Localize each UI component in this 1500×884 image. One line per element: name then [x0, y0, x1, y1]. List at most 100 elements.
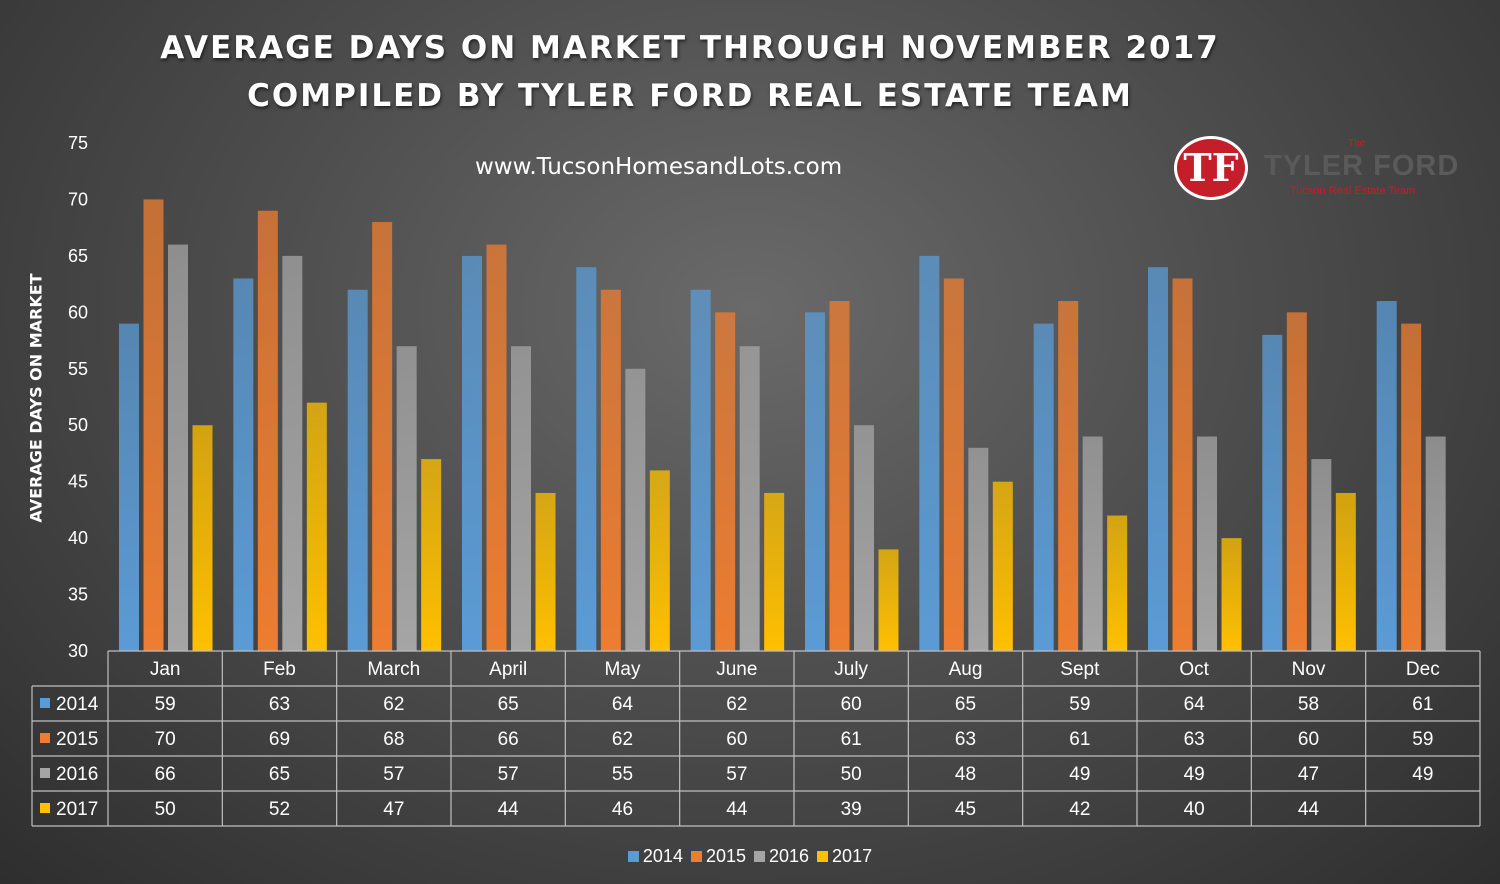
data-label: 60 [726, 729, 747, 750]
bar-2016-dec [1425, 436, 1446, 651]
data-label: 61 [1412, 694, 1433, 715]
data-label: 57 [383, 764, 404, 785]
data-label: 48 [955, 764, 976, 785]
bar-2014-june [690, 289, 711, 651]
data-label: 49 [1412, 764, 1433, 785]
bar-2015-may [600, 289, 621, 651]
category-label: Oct [1179, 659, 1209, 680]
category-label: Feb [263, 659, 296, 680]
data-label: 60 [841, 694, 862, 715]
data-label: 49 [1184, 764, 1205, 785]
bar-2014-jan [119, 323, 139, 651]
series-label-2017: 2017 [56, 799, 98, 820]
y-tick-label: 60 [68, 302, 88, 322]
legend-key-2016 [40, 768, 50, 778]
legend-key-2015 [40, 733, 50, 743]
data-label: 60 [1298, 729, 1319, 750]
legend-item-2015: 2015 [690, 846, 746, 867]
data-label: 61 [1069, 729, 1090, 750]
legend-item-2014: 2014 [627, 846, 683, 867]
bar-2015-oct [1172, 278, 1193, 651]
category-label: March [367, 659, 420, 680]
tyler-ford-logo: TF The TYLER FORD Tucson Real Estate Tea… [1172, 136, 1462, 202]
chart-title-line2: COMPILED BY TYLER FORD REAL ESTATE TEAM [247, 78, 1133, 114]
bar-2017-feb [306, 402, 327, 651]
bar-2014-aug [919, 255, 940, 651]
chart-title-line1: AVERAGE DAYS ON MARKET THROUGH NOVEMBER … [160, 30, 1220, 66]
bar-2017-nov [1335, 492, 1356, 651]
bar-2014-dec [1376, 301, 1397, 651]
bar-2016-oct [1197, 436, 1217, 651]
logo-small-text: The [1348, 138, 1366, 149]
data-label: 47 [1298, 764, 1319, 785]
category-label: Dec [1406, 659, 1440, 680]
chart-legend: 2014 2015 2016 2017 [0, 846, 1500, 867]
bar-2015-june [715, 312, 736, 651]
bar-2017-july [878, 549, 899, 651]
website-link[interactable]: www.TucsonHomesandLots.com [475, 154, 843, 180]
data-label: 65 [955, 694, 976, 715]
bar-2015-april [486, 244, 507, 651]
bar-2017-aug [992, 481, 1013, 651]
data-label: 46 [612, 799, 633, 820]
bar-2017-jan [192, 425, 213, 651]
y-tick-label: 30 [68, 641, 88, 661]
bar-2015-feb [257, 210, 278, 651]
bar-2016-march [396, 346, 417, 651]
legend-item-2016: 2016 [754, 846, 809, 867]
legend-label: 2016 [769, 846, 810, 866]
category-label: Sept [1060, 659, 1100, 680]
data-label: 66 [155, 764, 176, 785]
data-label: 62 [726, 694, 747, 715]
bar-2014-april [462, 255, 482, 651]
data-label: 47 [383, 799, 404, 820]
bar-2015-july [829, 301, 850, 651]
data-label: 64 [612, 694, 634, 715]
category-label: Aug [949, 659, 983, 680]
category-label: June [716, 659, 757, 680]
legend-swatch [754, 851, 765, 862]
logo-tagline: Tucson Real Estate Team [1290, 185, 1416, 197]
data-label: 57 [726, 764, 747, 785]
legend-swatch [690, 851, 702, 862]
y-tick-label: 75 [68, 133, 88, 153]
bar-2017-may [649, 470, 670, 651]
tf-logo-mark: TF [1174, 136, 1248, 200]
data-label: 65 [269, 764, 290, 785]
bar-2015-aug [943, 278, 964, 651]
data-label: 65 [498, 694, 519, 715]
data-label: 64 [1184, 694, 1206, 715]
data-label: 59 [1412, 729, 1433, 750]
y-tick-label: 40 [68, 528, 88, 548]
legend-label: 2014 [642, 846, 683, 866]
data-label: 62 [612, 729, 633, 750]
category-label: April [489, 659, 527, 680]
data-label: 59 [155, 694, 176, 715]
bar-2015-sept [1058, 301, 1079, 651]
bar-2017-march [421, 459, 442, 651]
bar-2016-aug [968, 447, 989, 651]
data-label: 63 [1184, 729, 1205, 750]
bar-2014-may [576, 267, 597, 651]
data-label: 49 [1069, 764, 1090, 785]
legend-swatch [817, 851, 829, 862]
data-label: 40 [1184, 799, 1205, 820]
data-label: 42 [1069, 799, 1090, 820]
bar-2014-nov [1262, 334, 1283, 651]
data-label: 45 [955, 799, 976, 820]
data-label: 70 [155, 729, 176, 750]
category-label: July [834, 659, 868, 680]
data-label: 58 [1298, 694, 1319, 715]
y-tick-label: 65 [68, 246, 88, 266]
category-label: May [605, 659, 641, 680]
bar-2017-june [764, 492, 785, 651]
bar-2014-feb [233, 278, 254, 651]
data-label: 55 [612, 764, 633, 785]
bar-2016-feb [282, 255, 303, 651]
y-tick-label: 45 [68, 472, 88, 492]
bar-2015-nov [1286, 312, 1307, 651]
data-label: 59 [1069, 694, 1090, 715]
data-label: 39 [841, 799, 862, 820]
bar-2016-june [739, 346, 760, 651]
